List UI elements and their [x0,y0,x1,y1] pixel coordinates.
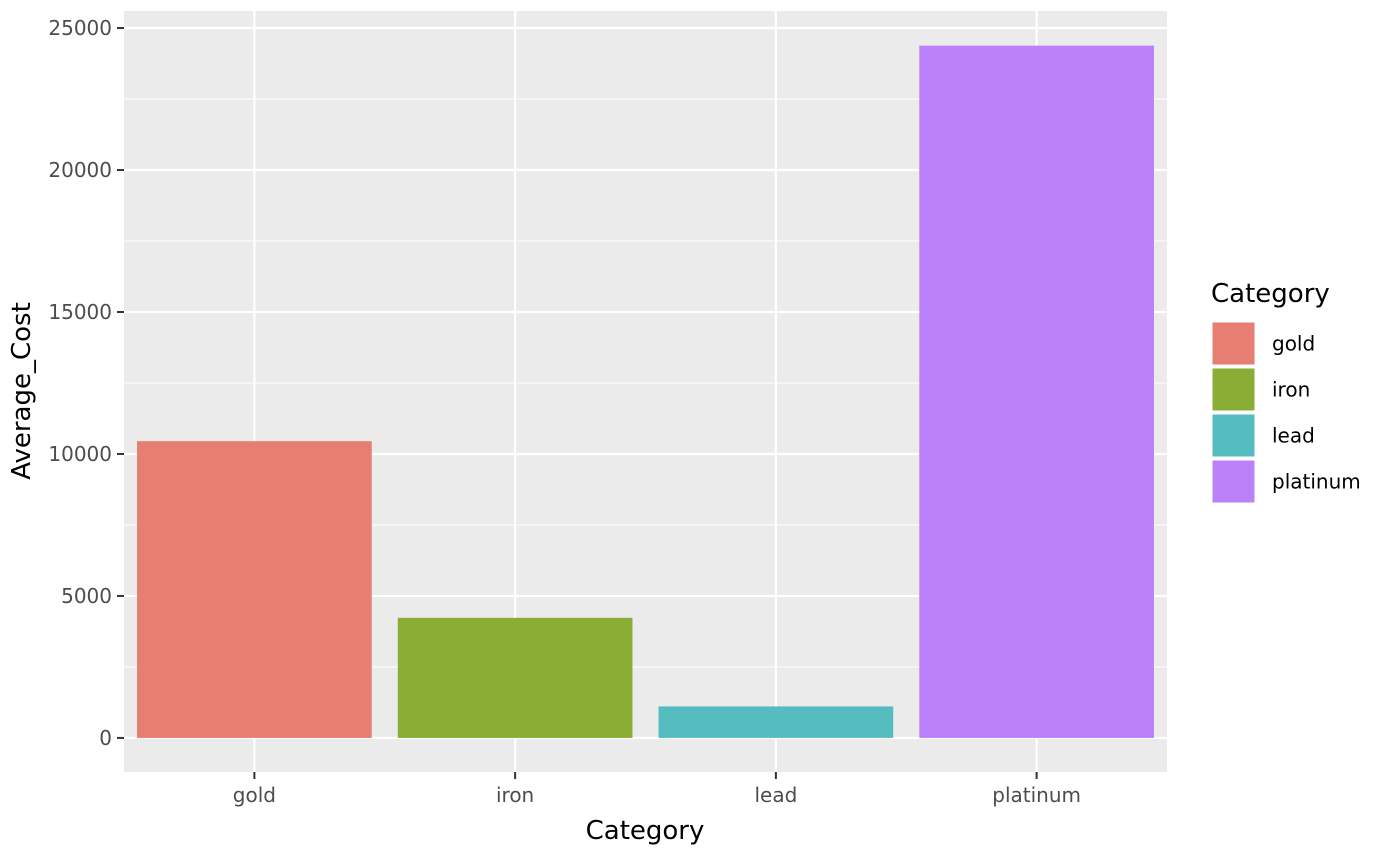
legend-key-lead [1211,413,1256,458]
y-tick-label: 25000 [48,16,112,40]
legend-label-lead: lead [1272,424,1315,448]
bar-iron [397,617,633,738]
legend: Category gold iron lead platinum [1211,279,1361,504]
legend-key-iron [1211,367,1256,412]
x-axis: gold iron lead platinum [233,772,1081,807]
x-tick-label: gold [233,783,276,807]
y-axis: 0 5000 10000 15000 20000 25000 [48,16,124,750]
y-tick-label: 0 [99,726,112,750]
y-tick-label: 5000 [61,584,112,608]
bar-gold [137,441,372,738]
y-tick-label: 15000 [48,300,112,324]
y-axis-title: Average_Cost [7,302,37,480]
bar-lead [658,706,894,738]
legend-label-platinum: platinum [1272,470,1361,494]
x-axis-title: Category [586,816,705,846]
legend-key-platinum [1211,459,1256,504]
y-tick-label: 20000 [48,158,112,182]
legend-title: Category [1211,279,1330,309]
bars [137,45,1154,738]
bar-platinum [919,45,1154,738]
x-tick-label: platinum [992,783,1081,807]
x-tick-label: iron [496,783,534,807]
legend-label-iron: iron [1272,378,1310,402]
y-tick-label: 10000 [48,442,112,466]
x-tick-label: lead [754,783,797,807]
legend-label-gold: gold [1272,332,1315,356]
legend-key-gold [1211,321,1256,366]
